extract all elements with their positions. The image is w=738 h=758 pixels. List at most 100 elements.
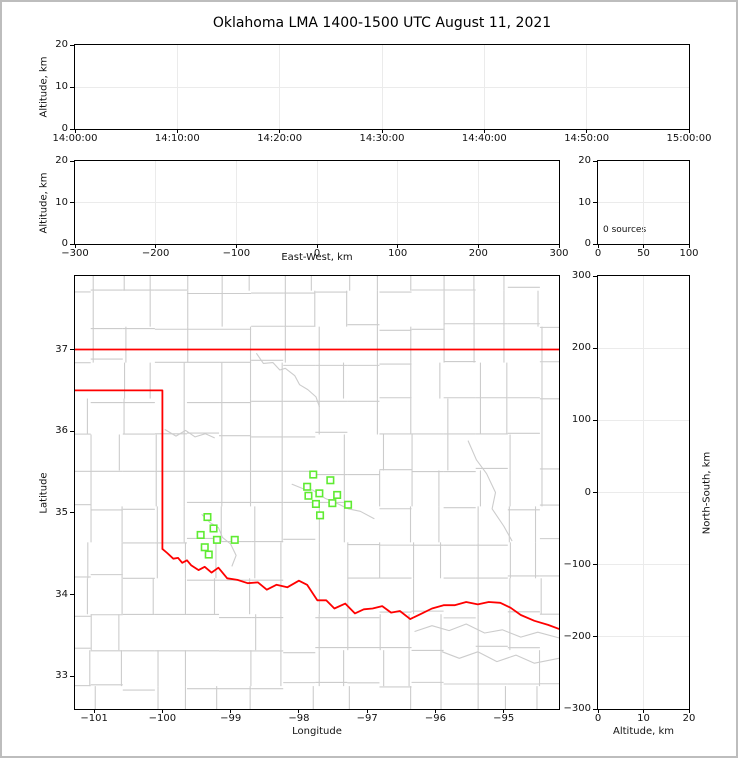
tick-mark [70, 128, 74, 130]
tick-label: −100 [148, 713, 177, 724]
tick-label: −200 [563, 630, 591, 642]
tick-label: 20 [578, 155, 591, 166]
tick-label: 15:00:00 [666, 133, 712, 144]
tick-label: 200 [468, 248, 488, 259]
tick-label: 10 [637, 713, 650, 724]
ew-panel-xlabel: East-West, km [281, 252, 353, 263]
tick-mark [593, 708, 597, 710]
map-xlabel: Longitude [292, 726, 342, 737]
tick-mark [230, 709, 232, 713]
tick-label: 20 [55, 39, 68, 50]
tick-label: −300 [61, 248, 89, 259]
tick-label: 35 [55, 506, 68, 518]
tick-label: 100 [571, 414, 591, 426]
lma-station-marker [333, 490, 342, 499]
lma-station-marker [203, 513, 212, 522]
altitude-vs-east-west-panel: Altitude, km East-West, km −300 −200 −100 0… [39, 155, 569, 263]
tick-mark [155, 244, 157, 248]
lma-station-marker [212, 535, 221, 544]
tick-mark [93, 709, 95, 713]
tick-mark [477, 244, 479, 248]
tick-mark [70, 243, 74, 245]
tick-label: −200 [141, 248, 170, 259]
tick-label: 0 [584, 486, 591, 498]
tick-label: 20 [55, 155, 68, 166]
tick-label: 300 [571, 270, 591, 281]
lma-station-marker [303, 482, 312, 491]
tick-mark [70, 160, 74, 162]
tick-label: −100 [563, 558, 591, 570]
lma-station-marker [311, 499, 320, 508]
lma-station-marker [343, 500, 353, 509]
altitude-vs-time-panel: Altitude, km 14:00:00 14:10:00 14:20:00 14:… [39, 39, 712, 144]
gridline [598, 636, 689, 638]
time-panel-ylabel: Altitude, km [38, 56, 50, 118]
tick-label: 100 [388, 248, 408, 259]
tick-label: 100 [679, 248, 699, 259]
tick-mark [593, 275, 597, 277]
lma-station-marker [309, 470, 318, 479]
tick-label: −300 [563, 703, 591, 714]
gridline [598, 419, 689, 421]
tick-mark [643, 244, 644, 248]
gridline [598, 564, 689, 566]
tick-label: 14:40:00 [461, 133, 507, 144]
tick-mark [397, 244, 399, 248]
ns-panel-ylabel: North-South, km [701, 451, 713, 534]
tick-mark [74, 129, 76, 133]
tick-mark [176, 129, 178, 133]
tick-mark [279, 129, 281, 133]
gridline [75, 202, 559, 203]
tick-label: 14:30:00 [359, 133, 405, 144]
tick-mark [593, 160, 597, 162]
tick-mark [74, 244, 76, 248]
tick-label: 10 [55, 196, 68, 208]
lma-station-marker [200, 543, 209, 552]
source-count-annotation: 0 sources [603, 225, 647, 235]
north-south-vs-altitude-panel: North-South, km Altitude, km 0 10 20 −300 −2… [564, 270, 713, 737]
gridline [598, 492, 689, 493]
tick-mark [316, 244, 318, 248]
tick-mark [593, 564, 597, 566]
lma-station-marker [196, 530, 205, 539]
tick-label: 0 [313, 248, 321, 259]
tick-label: −99 [220, 713, 242, 724]
plan-view-map-panel: Latitude Longitude −101 −100 −99 −98 −97 −96 −… [39, 275, 560, 737]
tick-mark [593, 202, 597, 203]
tick-label: 0 [61, 238, 68, 249]
gridline [598, 202, 689, 203]
lma-station-marker [315, 489, 324, 498]
ew-panel-ylabel: Altitude, km [38, 172, 50, 233]
tick-mark [70, 430, 74, 432]
tick-label: 37 [55, 343, 68, 355]
ns-panel-xlabel: Altitude, km [613, 726, 674, 737]
tick-label: −98 [288, 713, 310, 724]
figure-title: Oklahoma LMA 1400-1500 UTC August 11, 20… [212, 15, 552, 31]
lma-station-marker [328, 499, 337, 508]
tick-mark [70, 594, 74, 596]
tick-label: 50 [637, 248, 650, 259]
tick-label: 200 [571, 342, 591, 354]
river-county-borders [164, 353, 559, 664]
oklahoma-state-border [75, 348, 559, 630]
tick-mark [503, 709, 505, 713]
lma-station-marker [316, 511, 325, 520]
tick-mark [434, 709, 436, 713]
tick-label: −97 [356, 713, 378, 724]
source-histogram-panel: 0 sources 0 50 100 0 10 20 [578, 155, 698, 259]
tick-mark [597, 244, 599, 248]
tick-mark [593, 347, 597, 349]
tick-mark [70, 675, 74, 677]
tick-label: 0 [594, 713, 602, 724]
tick-label: 300 [549, 248, 569, 259]
tick-label: 0 [594, 248, 602, 259]
lma-station-marker [209, 524, 218, 533]
tick-mark [483, 129, 485, 133]
tick-label: −95 [493, 713, 515, 724]
tick-label: 20 [682, 713, 696, 724]
tick-mark [298, 709, 300, 713]
lma-station-marker [204, 550, 213, 559]
tick-label: 33 [55, 670, 68, 682]
map-ylabel: Latitude [38, 471, 50, 514]
tick-mark [70, 202, 74, 203]
